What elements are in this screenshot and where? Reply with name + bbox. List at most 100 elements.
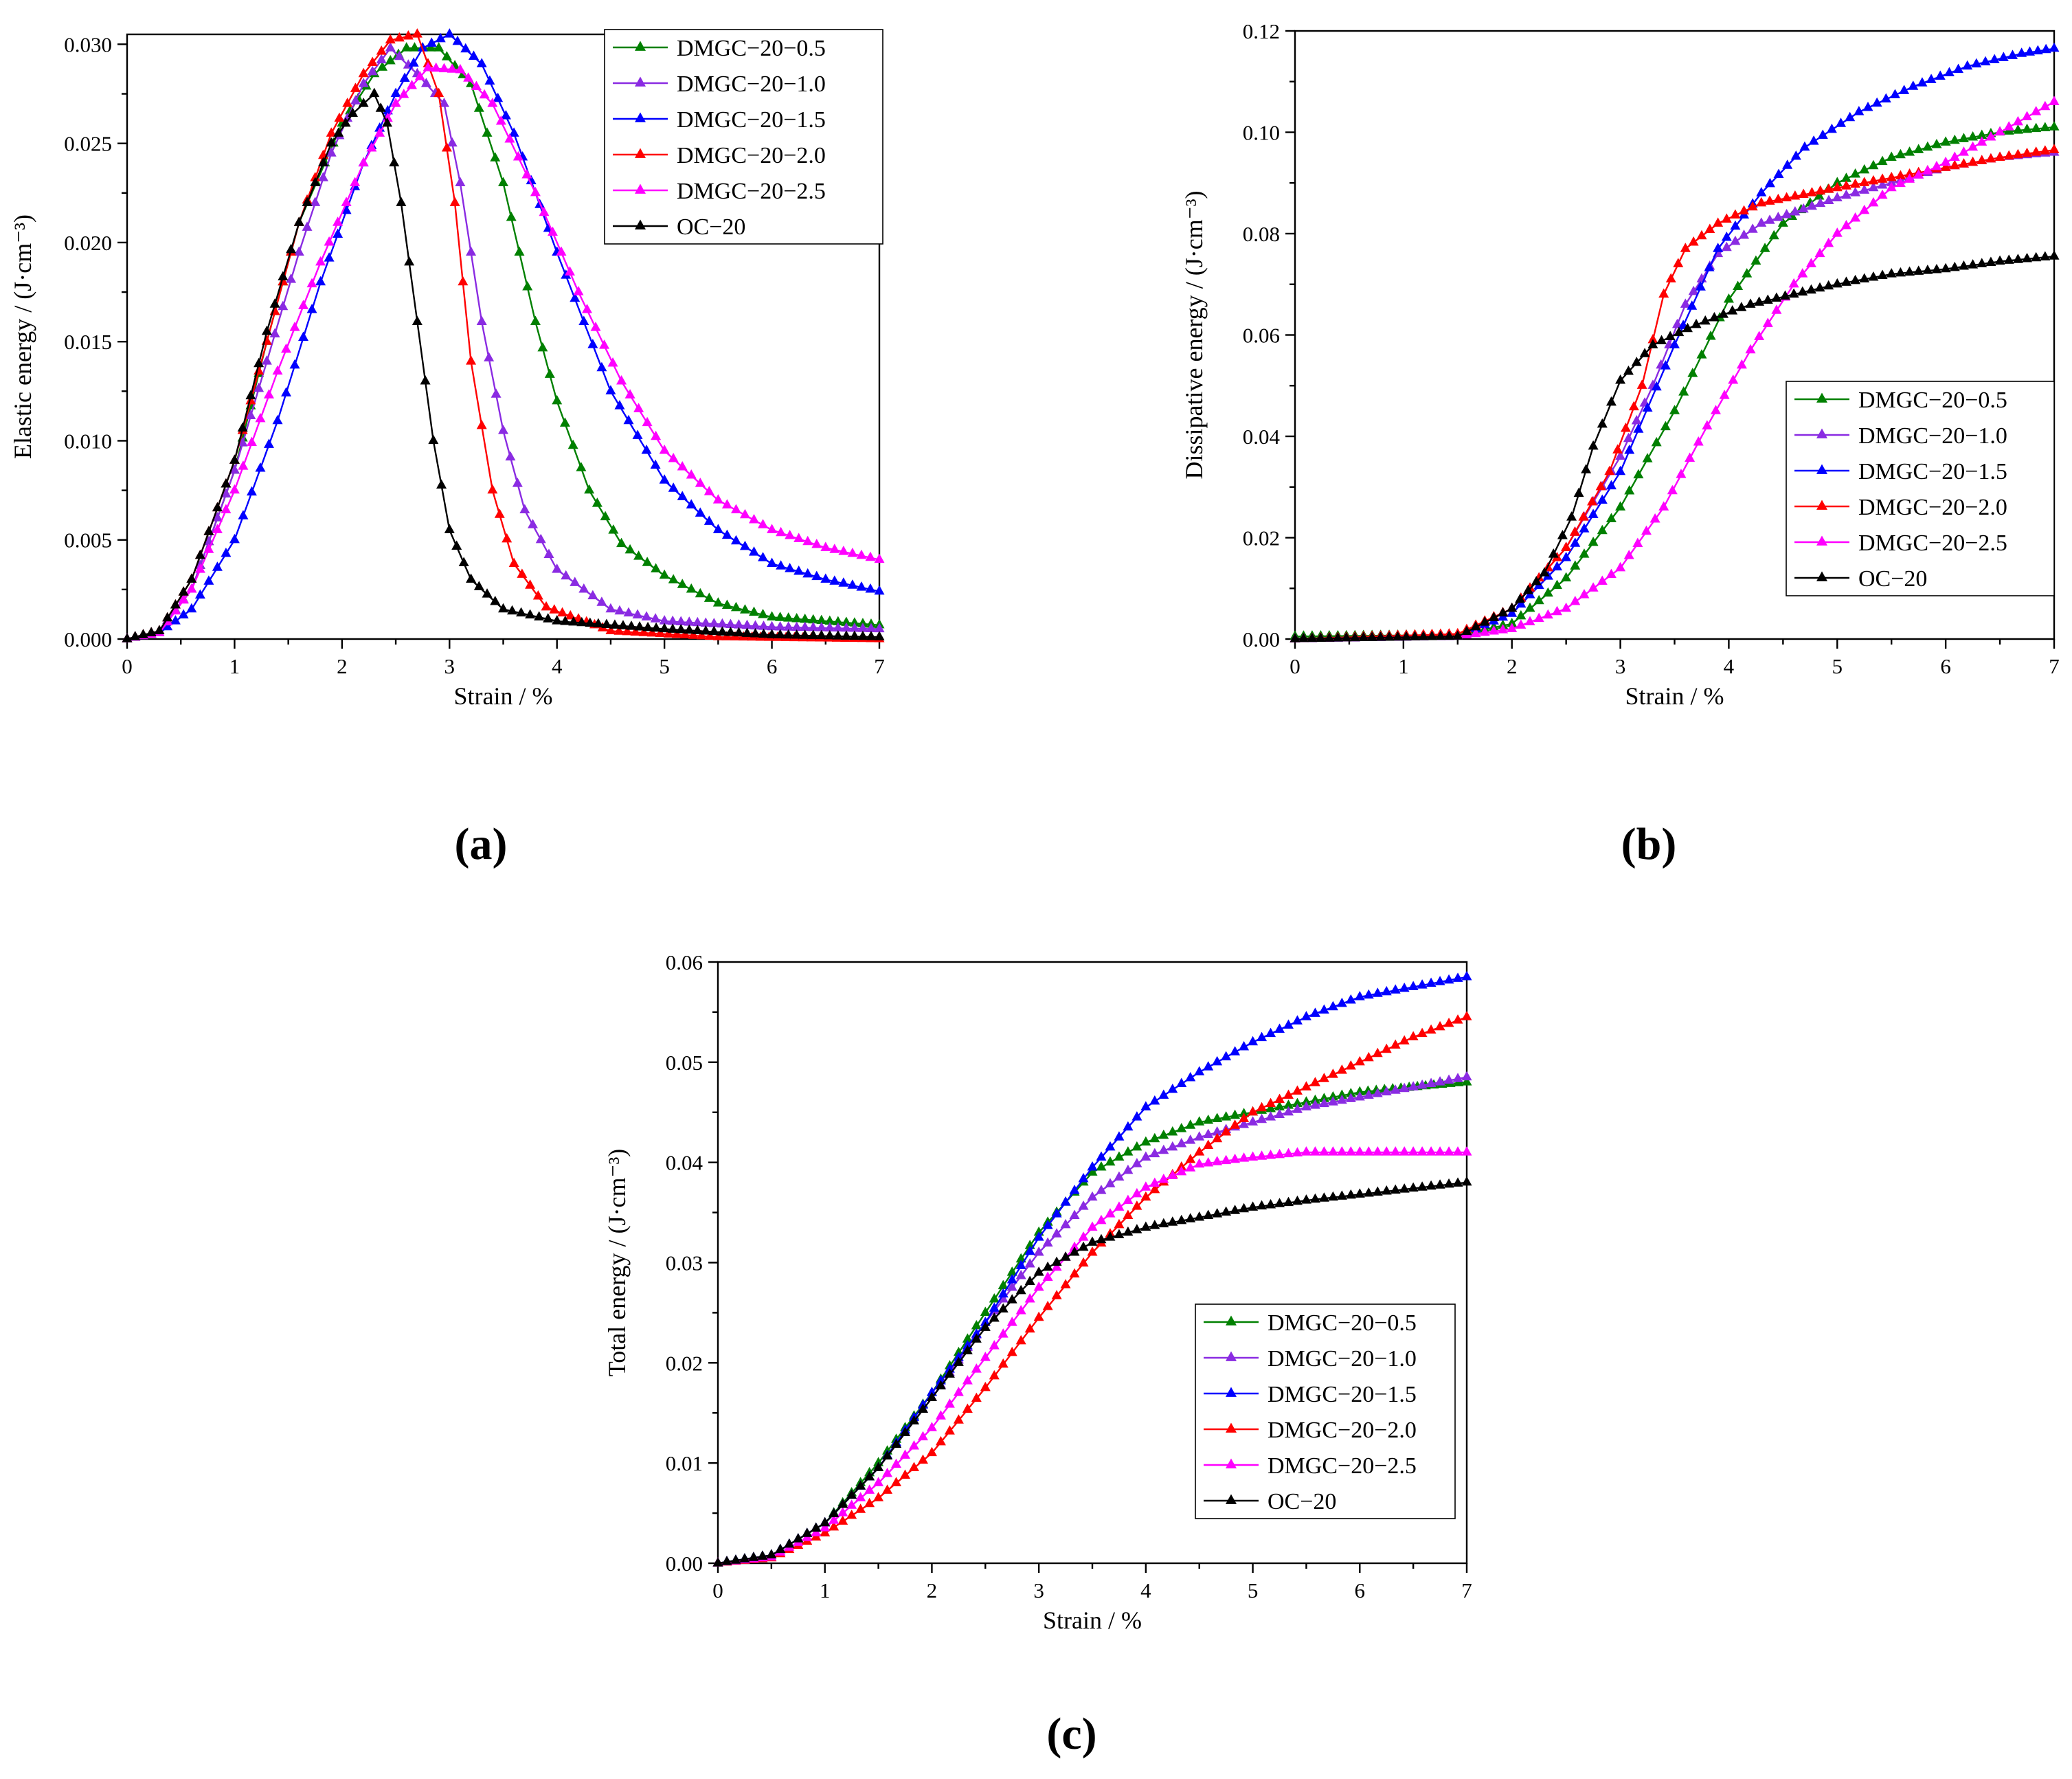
legend-label: OC−20 (1268, 1489, 1336, 1514)
data-point (800, 621, 811, 631)
data-point (1931, 263, 1942, 273)
data-point (237, 437, 248, 447)
data-point (417, 42, 428, 52)
data-point (1324, 632, 1335, 642)
data-point (820, 541, 831, 551)
data-point (367, 65, 378, 76)
data-point (1461, 970, 1472, 981)
data-point (1203, 1209, 1214, 1220)
data-point (623, 414, 634, 425)
panel-caption-b: (b) (1621, 819, 1677, 869)
data-point (1633, 469, 1644, 479)
data-point (399, 72, 410, 82)
data-point (263, 438, 274, 448)
legend-marker (635, 219, 646, 230)
data-point (882, 1468, 893, 1477)
data-point (1401, 631, 1412, 641)
data-point (1673, 258, 1684, 267)
data-point (2022, 252, 2033, 262)
data-point (2031, 251, 2042, 262)
data-point (1968, 156, 1979, 166)
data-point (385, 55, 396, 65)
data-point (1051, 1256, 1062, 1266)
data-point (324, 252, 335, 262)
data-point (1772, 212, 1783, 221)
data-point (989, 1302, 1000, 1312)
data-point (324, 236, 335, 246)
data-point (1114, 1151, 1125, 1161)
data-point (900, 1469, 910, 1479)
data-point (1408, 1031, 1419, 1040)
x-tick-label: 7 (874, 654, 885, 678)
data-point (1561, 602, 1572, 612)
y-tick-label: 0.08 (1243, 222, 1280, 246)
data-point (1859, 273, 1870, 282)
data-point (1570, 560, 1581, 570)
data-point (1239, 1108, 1250, 1117)
data-point (245, 390, 256, 400)
data-point (1908, 80, 1919, 90)
data-point (841, 630, 852, 640)
data-point (730, 1554, 741, 1564)
data-point (1434, 976, 1445, 985)
data-point (1636, 379, 1647, 389)
data-point (513, 150, 523, 161)
data-point (186, 583, 197, 593)
data-point (1845, 111, 1856, 122)
data-point (1114, 1171, 1125, 1181)
legend-marker (1816, 571, 1827, 581)
data-point (1597, 524, 1608, 535)
data-point (1895, 170, 1906, 180)
data-point (703, 486, 714, 495)
data-point (544, 368, 555, 378)
data-point (1817, 129, 1828, 139)
data-point (1548, 548, 1559, 558)
data-point (549, 604, 560, 614)
data-point (254, 357, 264, 368)
data-point (1203, 1139, 1214, 1149)
data-point (1977, 129, 1987, 139)
data-point (130, 631, 141, 640)
data-point (1595, 480, 1606, 491)
data-point (1327, 1146, 1338, 1156)
data-point (2049, 96, 2060, 105)
data-point (1265, 1150, 1276, 1159)
data-point (811, 539, 822, 548)
data-point (382, 104, 393, 115)
data-point (1904, 266, 1915, 276)
data-point (1358, 631, 1369, 642)
data-point (1212, 1055, 1223, 1066)
data-point (1069, 1246, 1080, 1256)
y-tick-label: 0.02 (1243, 526, 1280, 550)
data-point (350, 82, 361, 92)
data-point (414, 71, 425, 80)
data-point (1762, 294, 1773, 304)
data-point (1615, 450, 1626, 460)
data-point (1665, 331, 1676, 341)
data-point (229, 454, 240, 464)
x-axis-label: Strain / % (1625, 682, 1724, 710)
data-point (785, 530, 796, 539)
data-point (1185, 1134, 1196, 1144)
data-point (261, 325, 272, 335)
data-point (1886, 268, 1897, 278)
data-point (1693, 436, 1704, 446)
data-point (1114, 1218, 1125, 1229)
data-point (725, 618, 736, 628)
x-axis-label: Strain / % (454, 682, 553, 710)
data-point (829, 544, 840, 553)
data-point (874, 553, 885, 563)
data-point (1042, 1237, 1053, 1247)
data-point (1633, 423, 1644, 433)
data-point (194, 563, 205, 573)
data-point (525, 579, 536, 589)
data-point (2040, 43, 2051, 54)
data-point (1515, 593, 1526, 603)
data-point (638, 627, 649, 636)
data-point (1274, 1023, 1285, 1033)
data-point (122, 633, 133, 642)
data-point (671, 628, 682, 638)
data-point (2022, 123, 2033, 133)
data-point (866, 623, 877, 632)
data-point (1327, 1000, 1338, 1011)
